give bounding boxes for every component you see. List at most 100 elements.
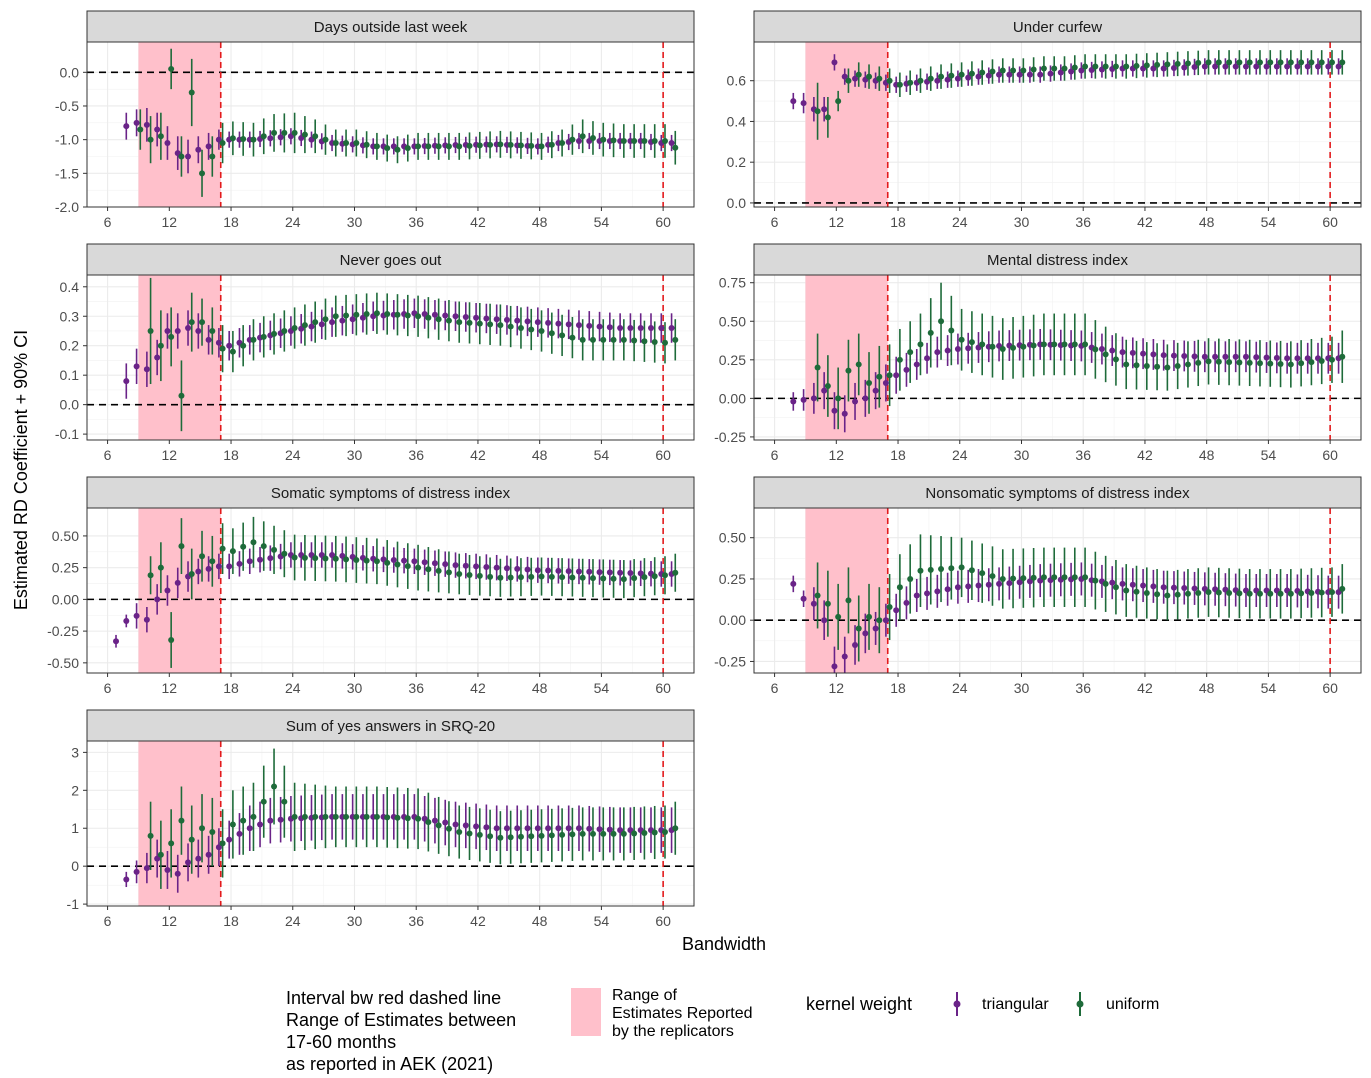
triangular-point bbox=[524, 566, 531, 573]
x-tick-label: 6 bbox=[771, 680, 779, 696]
triangular-point bbox=[934, 77, 941, 84]
triangular-point bbox=[1109, 579, 1116, 586]
triangular-point bbox=[668, 325, 675, 332]
triangular-point bbox=[246, 825, 253, 832]
triangular-point bbox=[1119, 580, 1126, 587]
triangular-point bbox=[831, 663, 838, 670]
y-tick-label: 0.0 bbox=[60, 64, 80, 80]
triangular-point bbox=[349, 316, 356, 323]
uniform-point bbox=[979, 69, 986, 76]
uniform-point bbox=[631, 337, 638, 344]
x-tick-label: 18 bbox=[890, 680, 906, 696]
uniform-point bbox=[958, 336, 965, 343]
triangular-point bbox=[267, 555, 274, 562]
legend-range-key bbox=[571, 988, 601, 1036]
triangular-point bbox=[821, 106, 828, 113]
uniform-point bbox=[157, 133, 164, 140]
uniform-point bbox=[363, 141, 370, 148]
x-tick-label: 12 bbox=[162, 680, 178, 696]
triangular-point bbox=[1222, 353, 1229, 360]
uniform-point bbox=[641, 338, 648, 345]
legend-uniform-key-point bbox=[1076, 1000, 1084, 1008]
uniform-point bbox=[332, 140, 339, 147]
x-tick-label: 12 bbox=[829, 447, 845, 463]
triangular-point bbox=[1253, 63, 1260, 70]
triangular-point bbox=[195, 855, 202, 862]
x-tick-label: 36 bbox=[1075, 680, 1091, 696]
uniform-point bbox=[600, 336, 607, 343]
uniform-point bbox=[1061, 574, 1068, 581]
uniform-point bbox=[1112, 356, 1119, 363]
triangular-point bbox=[318, 321, 325, 328]
triangular-point bbox=[133, 612, 140, 619]
triangular-point bbox=[852, 398, 859, 405]
uniform-point bbox=[250, 539, 257, 546]
uniform-point bbox=[260, 543, 267, 550]
triangular-point bbox=[123, 123, 130, 130]
triangular-point bbox=[1212, 63, 1219, 70]
uniform-point bbox=[917, 567, 924, 574]
x-tick-label: 18 bbox=[890, 214, 906, 230]
y-tick-label: 0.50 bbox=[719, 313, 746, 329]
y-tick-label: 0.4 bbox=[60, 279, 80, 295]
triangular-point bbox=[154, 855, 161, 862]
triangular-point bbox=[1314, 63, 1321, 70]
triangular-point bbox=[1242, 63, 1249, 70]
triangular-point bbox=[123, 378, 130, 385]
uniform-point bbox=[250, 813, 257, 820]
uniform-point bbox=[487, 833, 494, 840]
triangular-point bbox=[174, 327, 181, 334]
triangular-point bbox=[627, 325, 634, 332]
uniform-point bbox=[188, 89, 195, 96]
uniform-point bbox=[445, 143, 452, 150]
uniform-point bbox=[343, 140, 350, 147]
triangular-point bbox=[329, 551, 336, 558]
triangular-point bbox=[123, 617, 130, 624]
x-tick-label: 24 bbox=[285, 447, 301, 463]
triangular-point bbox=[606, 324, 613, 331]
x-tick-label: 54 bbox=[1261, 447, 1277, 463]
uniform-point bbox=[1010, 67, 1017, 74]
uniform-point bbox=[384, 814, 391, 821]
uniform-point bbox=[661, 339, 668, 346]
x-tick-label: 12 bbox=[162, 214, 178, 230]
panel-4: Mental distress index 6 12 18 24 30 36 42 48 54 60… bbox=[714, 243, 1362, 463]
triangular-point bbox=[226, 836, 233, 843]
triangular-point bbox=[503, 316, 510, 323]
triangular-point bbox=[1078, 67, 1085, 74]
triangular-point bbox=[996, 580, 1003, 587]
uniform-point bbox=[1339, 585, 1346, 592]
panel-title: Sum of yes answers in SRQ-20 bbox=[286, 718, 495, 735]
uniform-point bbox=[1010, 575, 1017, 582]
triangular-point bbox=[462, 562, 469, 569]
uniform-point bbox=[814, 592, 821, 599]
uniform-point bbox=[958, 564, 965, 571]
uniform-point bbox=[589, 134, 596, 141]
y-tick-label: 0 bbox=[71, 858, 79, 874]
triangular-point bbox=[658, 325, 665, 332]
uniform-point bbox=[1215, 59, 1222, 66]
triangular-point bbox=[1294, 355, 1301, 362]
x-tick-label: 54 bbox=[1261, 214, 1277, 230]
uniform-point bbox=[1287, 361, 1294, 368]
uniform-point bbox=[425, 143, 432, 150]
triangular-point bbox=[1026, 71, 1033, 78]
x-tick-label: 60 bbox=[655, 447, 671, 463]
y-tick-label: 1 bbox=[71, 820, 79, 836]
panel-title: Days outside last week bbox=[314, 19, 468, 36]
legend-uniform-label: uniform bbox=[1106, 996, 1159, 1013]
uniform-point bbox=[938, 566, 945, 573]
uniform-point bbox=[404, 815, 411, 822]
panel-border bbox=[86, 740, 695, 907]
triangular-point bbox=[205, 143, 212, 150]
triangular-point bbox=[1222, 63, 1229, 70]
triangular-point bbox=[236, 830, 243, 837]
uniform-point bbox=[425, 819, 432, 826]
panel-strip bbox=[86, 243, 695, 276]
uniform-point bbox=[1092, 346, 1099, 353]
uniform-point bbox=[824, 114, 831, 121]
uniform-point bbox=[332, 813, 339, 820]
triangular-point bbox=[1263, 63, 1270, 70]
uniform-point bbox=[917, 341, 924, 348]
legend-range-label-line-3: by the replicators bbox=[612, 1023, 734, 1040]
